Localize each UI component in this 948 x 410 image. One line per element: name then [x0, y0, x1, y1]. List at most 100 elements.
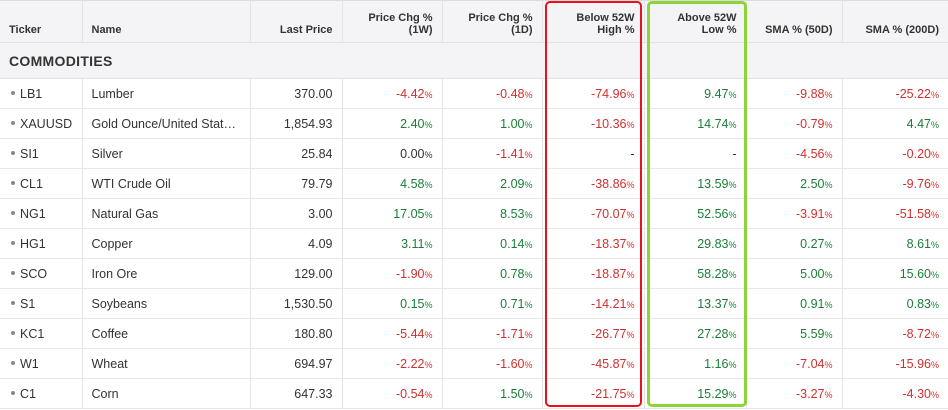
percent-sign: %	[728, 209, 737, 220]
table-row[interactable]: HG1 Copper 4.09 3.11% 0.14% -18.37% 29.83% 0.27…	[0, 228, 948, 259]
ticker-cell[interactable]: KC1	[0, 318, 83, 349]
column-header-sma-50d[interactable]: SMA % (50D)	[746, 0, 843, 43]
column-header-price-chg-1w[interactable]: Price Chg % (1W)	[342, 0, 443, 43]
sma50-cell: -3.91%	[746, 198, 843, 229]
ticker-symbol[interactable]: SCO	[20, 266, 48, 281]
ticker-cell[interactable]: C1	[0, 378, 83, 409]
percent-sign: %	[626, 209, 635, 220]
chg1w-value: -4.42	[395, 86, 425, 101]
percent-sign: %	[626, 239, 635, 250]
name-cell[interactable]: Wheat	[82, 348, 251, 379]
name-cell[interactable]: Gold Ounce/United States Dollar	[82, 108, 251, 139]
chg1d-cell: -1.41%	[442, 138, 543, 169]
chg1d-value: 0.71	[500, 296, 525, 311]
table-row[interactable]: NG1 Natural Gas 3.00 17.05% 8.53% -70.07% 52.5…	[0, 198, 948, 229]
table-row[interactable]: C1 Corn 647.33 -0.54% 1.50% -21.75% 15.29% -3.2…	[0, 378, 948, 409]
ticker-symbol[interactable]: CL1	[20, 176, 43, 191]
name-cell[interactable]: Copper	[82, 228, 251, 259]
sma50-value: 5.59	[800, 326, 825, 341]
column-header-sma-200d[interactable]: SMA % (200D)	[842, 0, 948, 43]
percent-sign: %	[930, 269, 939, 280]
ticker-symbol[interactable]: XAUUSD	[20, 116, 73, 131]
name-cell[interactable]: Iron Ore	[82, 258, 251, 289]
last-price-cell: 370.00	[250, 78, 343, 109]
sma200-cell: -51.58%	[842, 198, 948, 229]
table-row[interactable]: KC1 Coffee 180.80 -5.44% -1.71% -26.77% 27.28%…	[0, 318, 948, 349]
column-header-last-price[interactable]: Last Price	[250, 0, 343, 43]
column-header-ticker[interactable]: Ticker	[0, 0, 83, 43]
percent-sign: %	[824, 239, 833, 250]
column-header-above-52w-low[interactable]: Above 52W Low %	[644, 0, 747, 43]
ticker-symbol[interactable]: KC1	[20, 326, 45, 341]
chg1w-value: 3.11	[401, 236, 425, 251]
below52-value: -10.36	[591, 116, 627, 131]
name-cell[interactable]: Natural Gas	[82, 198, 251, 229]
below52-cell: -10.36%	[542, 108, 645, 139]
above52-cell: 29.83%	[644, 228, 747, 259]
ticker-cell[interactable]: SCO	[0, 258, 83, 289]
percent-sign: %	[524, 299, 533, 310]
ticker-cell[interactable]: XAUUSD	[0, 108, 83, 139]
percent-sign: %	[930, 179, 939, 190]
chg1d-cell: -0.48%	[442, 78, 543, 109]
ticker-symbol[interactable]: C1	[20, 386, 36, 401]
percent-sign: %	[626, 389, 635, 400]
column-header-below-52w-high[interactable]: Below 52W High %	[542, 0, 645, 43]
ticker-symbol[interactable]: LB1	[20, 86, 43, 101]
ticker-symbol[interactable]: NG1	[20, 206, 46, 221]
column-header-price-chg-1d[interactable]: Price Chg % (1D)	[442, 0, 543, 43]
sma200-cell: 8.61%	[842, 228, 948, 259]
chg1w-cell: 4.58%	[342, 168, 443, 199]
name-cell[interactable]: Lumber	[82, 78, 251, 109]
sma50-cell: 5.00%	[746, 258, 843, 289]
ticker-cell[interactable]: NG1	[0, 198, 83, 229]
ticker-cell[interactable]: W1	[0, 348, 83, 379]
name-cell[interactable]: Silver	[82, 138, 251, 169]
chg1w-cell: 3.11%	[342, 228, 443, 259]
name-cell[interactable]: WTI Crude Oil	[82, 168, 251, 199]
sma200-value: -9.76	[902, 176, 931, 191]
ticker-symbol[interactable]: HG1	[20, 236, 46, 251]
percent-sign: %	[524, 389, 533, 400]
table-row[interactable]: CL1 WTI Crude Oil 79.79 4.58% 2.09% -38.86% 13…	[0, 168, 948, 199]
percent-sign: %	[728, 269, 737, 280]
ticker-cell[interactable]: CL1	[0, 168, 83, 199]
chg1d-cell: -1.71%	[442, 318, 543, 349]
ticker-cell[interactable]: LB1	[0, 78, 83, 109]
chg1w-value: -5.44	[395, 326, 425, 341]
chg1d-cell: 1.00%	[442, 108, 543, 139]
sma200-value: -15.96	[895, 356, 931, 371]
sma200-cell: 0.83%	[842, 288, 948, 319]
name-cell[interactable]: Corn	[82, 378, 251, 409]
table-row[interactable]: SCO Iron Ore 129.00 -1.90% 0.78% -18.87% 58.28…	[0, 258, 948, 289]
table-row[interactable]: LB1 Lumber 370.00 -4.42% -0.48% -74.96% 9.47% -…	[0, 78, 948, 109]
ticker-symbol[interactable]: W1	[20, 356, 39, 371]
sma50-cell: 5.59%	[746, 318, 843, 349]
sma50-cell: -0.79%	[746, 108, 843, 139]
name-cell[interactable]: Soybeans	[82, 288, 251, 319]
ticker-symbol[interactable]: SI1	[20, 146, 39, 161]
chg1d-value: 1.50	[500, 386, 525, 401]
chg1d-value: -0.48	[495, 86, 525, 101]
table-row[interactable]: S1 Soybeans 1,530.50 0.15% 0.71% -14.21% 13.37…	[0, 288, 948, 319]
below52-value: -21.75	[591, 386, 627, 401]
above52-value: -	[732, 146, 737, 161]
ticker-cell[interactable]: SI1	[0, 138, 83, 169]
chg1w-cell: -0.54%	[342, 378, 443, 409]
ticker-symbol[interactable]: S1	[20, 296, 36, 311]
percent-sign: %	[728, 389, 737, 400]
sma200-value: -8.72	[902, 326, 931, 341]
ticker-cell[interactable]: HG1	[0, 228, 83, 259]
sma200-value: -0.20	[902, 146, 931, 161]
name-cell[interactable]: Coffee	[82, 318, 251, 349]
last-price-cell: 694.97	[250, 348, 343, 379]
table-row[interactable]: SI1 Silver 25.84 0.00% -1.41% - - -4.56% -0.20%	[0, 138, 948, 169]
table-row[interactable]: XAUUSD Gold Ounce/United States Dollar1,8…	[0, 108, 948, 139]
percent-sign: %	[626, 359, 635, 370]
column-header-name[interactable]: Name	[82, 0, 251, 43]
table-row[interactable]: W1 Wheat 694.97 -2.22% -1.60% -45.87% 1.16% -7.…	[0, 348, 948, 379]
percent-sign: %	[824, 179, 833, 190]
ticker-cell[interactable]: S1	[0, 288, 83, 319]
sma50-value: -3.91	[795, 206, 825, 221]
chg1w-value: 2.40	[400, 116, 425, 131]
